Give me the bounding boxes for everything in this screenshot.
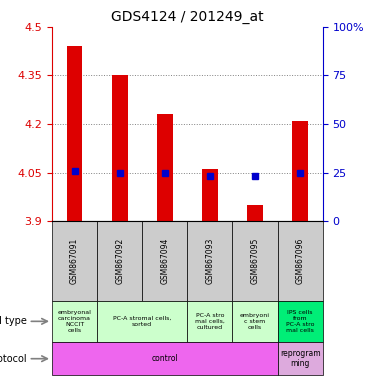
- Text: embryoni
c stem
cells: embryoni c stem cells: [240, 313, 270, 329]
- Text: GSM867094: GSM867094: [160, 238, 169, 284]
- Bar: [157, 114, 173, 221]
- Text: GSM867095: GSM867095: [250, 238, 260, 284]
- Bar: [292, 121, 308, 221]
- Text: GSM867096: GSM867096: [296, 238, 305, 284]
- Text: protocol: protocol: [0, 354, 27, 364]
- Bar: [187, 301, 233, 342]
- Text: embryonal
carcinoma
NCCIT
cells: embryonal carcinoma NCCIT cells: [58, 310, 91, 333]
- Title: GDS4124 / 201249_at: GDS4124 / 201249_at: [111, 10, 264, 25]
- Text: PC-A stromal cells,
sorted: PC-A stromal cells, sorted: [113, 316, 171, 327]
- Bar: [97, 301, 187, 342]
- Text: GSM867092: GSM867092: [115, 238, 124, 284]
- Text: reprogram
ming: reprogram ming: [280, 349, 321, 368]
- Bar: [247, 205, 263, 221]
- Bar: [67, 46, 82, 221]
- Bar: [278, 301, 323, 342]
- Bar: [278, 342, 323, 376]
- Bar: [202, 169, 218, 221]
- Bar: [52, 221, 97, 301]
- Bar: [52, 342, 278, 376]
- Bar: [187, 221, 233, 301]
- Text: control: control: [151, 354, 178, 363]
- Bar: [278, 221, 323, 301]
- Bar: [233, 221, 278, 301]
- Bar: [233, 301, 278, 342]
- Bar: [52, 301, 97, 342]
- Text: GSM867093: GSM867093: [206, 238, 214, 284]
- Text: cell type: cell type: [0, 316, 27, 326]
- Text: PC-A stro
mal cells,
cultured: PC-A stro mal cells, cultured: [195, 313, 225, 329]
- Text: IPS cells
from
PC-A stro
mal cells: IPS cells from PC-A stro mal cells: [286, 310, 315, 333]
- Bar: [112, 76, 128, 221]
- Bar: [142, 221, 187, 301]
- Bar: [97, 221, 142, 301]
- Text: GSM867091: GSM867091: [70, 238, 79, 284]
